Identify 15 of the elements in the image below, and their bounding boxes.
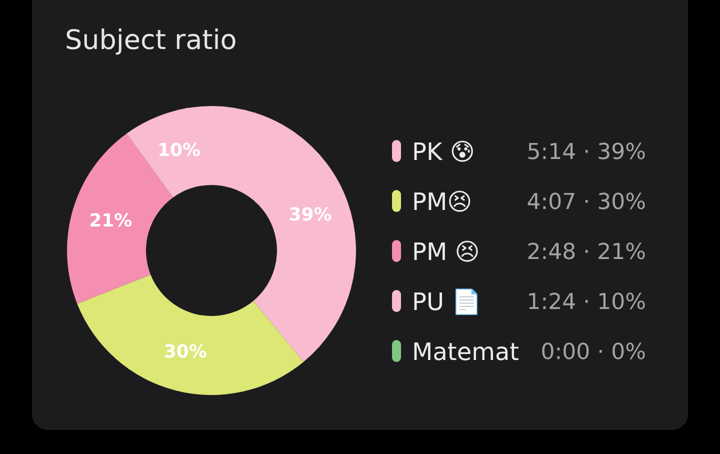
text: 4:07 · 30% bbox=[526, 190, 646, 215]
data-label: 39% bbox=[288, 204, 332, 226]
legend-label: PK 😰 bbox=[412, 138, 475, 166]
legend-label: PU 📄 bbox=[412, 288, 482, 316]
data-label: 21% bbox=[89, 210, 132, 232]
legend-label: PM😣 bbox=[412, 188, 472, 216]
text: 5:14 · 39% bbox=[526, 140, 646, 165]
chart-title: Subject ratio bbox=[65, 25, 237, 56]
legend-label: PM 😣 bbox=[412, 238, 480, 266]
text: 1:24 · 10% bbox=[526, 290, 646, 315]
data-label: 10% bbox=[158, 140, 201, 162]
text: 2:48 · 21% bbox=[526, 240, 646, 265]
data-label: 30% bbox=[164, 342, 207, 363]
text: 0:00 · 0% bbox=[540, 340, 646, 365]
legend-label: Matemat bbox=[412, 338, 520, 366]
